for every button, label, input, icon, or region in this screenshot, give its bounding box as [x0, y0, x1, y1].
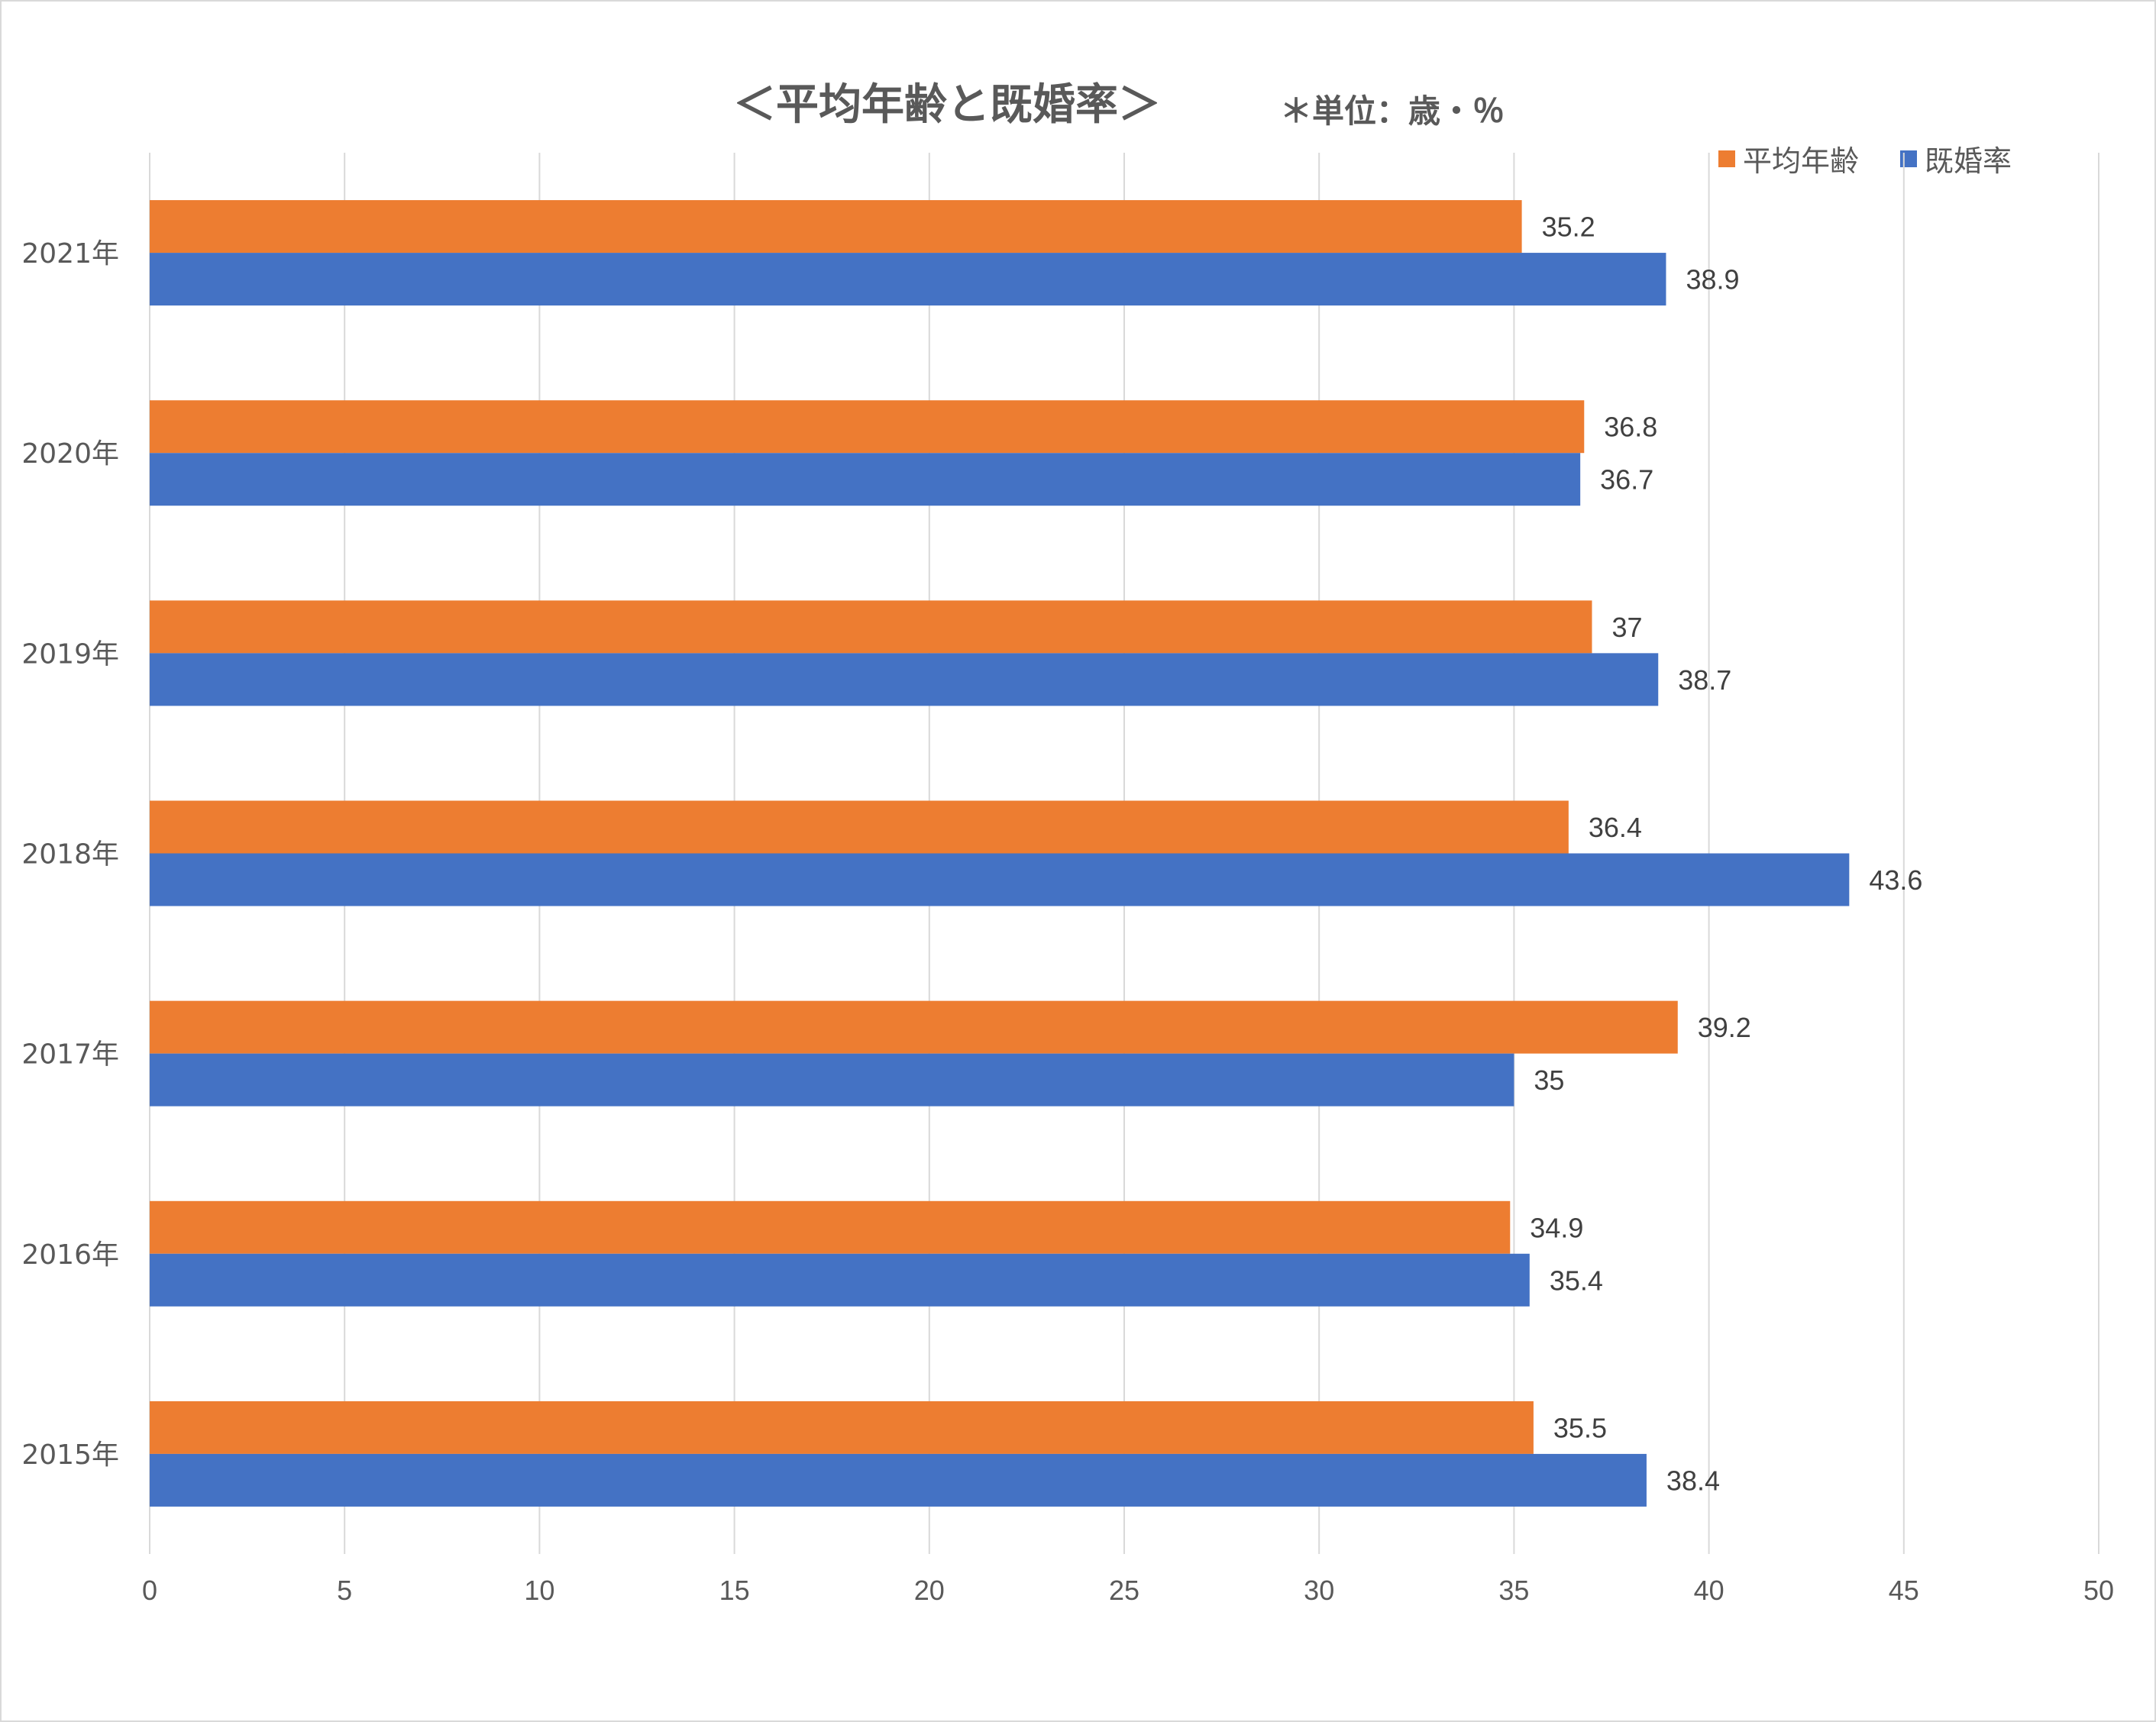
data-label-series-1-cat-5: 35.4: [1550, 1265, 1603, 1296]
y-category-label-0: 2021年: [21, 238, 119, 270]
x-tick-label-1: 5: [337, 1575, 352, 1606]
x-tick-label-2: 10: [524, 1575, 554, 1606]
bar-series-1-cat-5: [150, 1253, 1530, 1307]
x-tick-label-5: 25: [1109, 1575, 1139, 1606]
chart-title: ＜平均年齢と既婚率＞: [733, 80, 1161, 130]
data-label-series-0-cat-5: 34.9: [1530, 1212, 1583, 1243]
x-tick-label-7: 35: [1498, 1575, 1529, 1606]
bar-series-1-cat-4: [150, 1053, 1514, 1107]
data-label-series-0-cat-1: 36.8: [1604, 412, 1657, 443]
x-tick-label-4: 20: [914, 1575, 945, 1606]
data-label-series-1-cat-1: 36.7: [1600, 464, 1653, 496]
data-label-series-1-cat-6: 38.4: [1666, 1465, 1720, 1496]
bar-series-0-cat-0: [150, 200, 1522, 254]
bar-series-0-cat-2: [150, 600, 1592, 654]
y-category-label-1: 2020年: [21, 438, 119, 470]
bar-series-1-cat-6: [150, 1453, 1647, 1507]
y-category-label-2: 2019年: [21, 638, 119, 670]
bar-series-0-cat-4: [150, 1000, 1678, 1054]
data-label-series-1-cat-4: 35: [1534, 1065, 1564, 1096]
bar-series-1-cat-2: [150, 653, 1659, 706]
chart-unit-note: ＊単位：歳・％: [1280, 92, 1505, 130]
x-tick-label-10: 50: [2083, 1575, 2114, 1606]
bar-series-0-cat-6: [150, 1401, 1534, 1454]
data-labels: 35.2 38.9 36.8 36.7 37 38.7 36.4 43.6 39.2 35 34.9…: [1530, 212, 1922, 1497]
x-tick-label-9: 45: [1889, 1575, 1919, 1606]
y-category-label-5: 2016年: [21, 1239, 119, 1271]
data-label-series-0-cat-3: 36.4: [1589, 812, 1642, 843]
x-tick-label-6: 30: [1304, 1575, 1334, 1606]
data-label-series-1-cat-0: 38.9: [1686, 264, 1739, 296]
data-label-series-0-cat-6: 35.5: [1553, 1412, 1607, 1443]
y-category-label-4: 2017年: [21, 1039, 119, 1071]
bar-series-0-cat-5: [150, 1200, 1511, 1254]
bar-series-1-cat-1: [150, 453, 1581, 506]
legend-label-series-1: 既婚率: [1925, 144, 2012, 178]
data-label-series-0-cat-4: 39.2: [1698, 1012, 1751, 1043]
data-label-series-0-cat-2: 37: [1611, 612, 1642, 643]
x-tick-label-3: 15: [719, 1575, 750, 1606]
x-tick-label-0: 0: [142, 1575, 157, 1606]
bar-series-1-cat-0: [150, 253, 1666, 306]
x-tick-label-8: 40: [1694, 1575, 1724, 1606]
data-label-series-1-cat-3: 43.6: [1869, 864, 1922, 896]
bar-series-0-cat-3: [150, 800, 1569, 854]
bar-series-0-cat-1: [150, 400, 1585, 454]
axes: 0 5 10 15 20 25 30 35 40 45 50 2021年 2020年 2019年 2018年…: [21, 238, 2114, 1606]
bar-series-1-cat-3: [150, 853, 1850, 906]
legend-label-series-0: 平均年齢: [1743, 144, 1860, 178]
y-category-label-3: 2018年: [21, 839, 119, 871]
chart-legend: 平均年齢 既婚率: [1718, 137, 2053, 179]
y-category-label-6: 2015年: [21, 1439, 119, 1471]
data-label-series-1-cat-2: 38.7: [1678, 664, 1731, 696]
data-label-series-0-cat-0: 35.2: [1542, 212, 1595, 243]
legend-item-series-0: 平均年齢: [1718, 137, 1859, 179]
legend-swatch-series-0: [1718, 150, 1735, 167]
bars: [150, 200, 1850, 1507]
